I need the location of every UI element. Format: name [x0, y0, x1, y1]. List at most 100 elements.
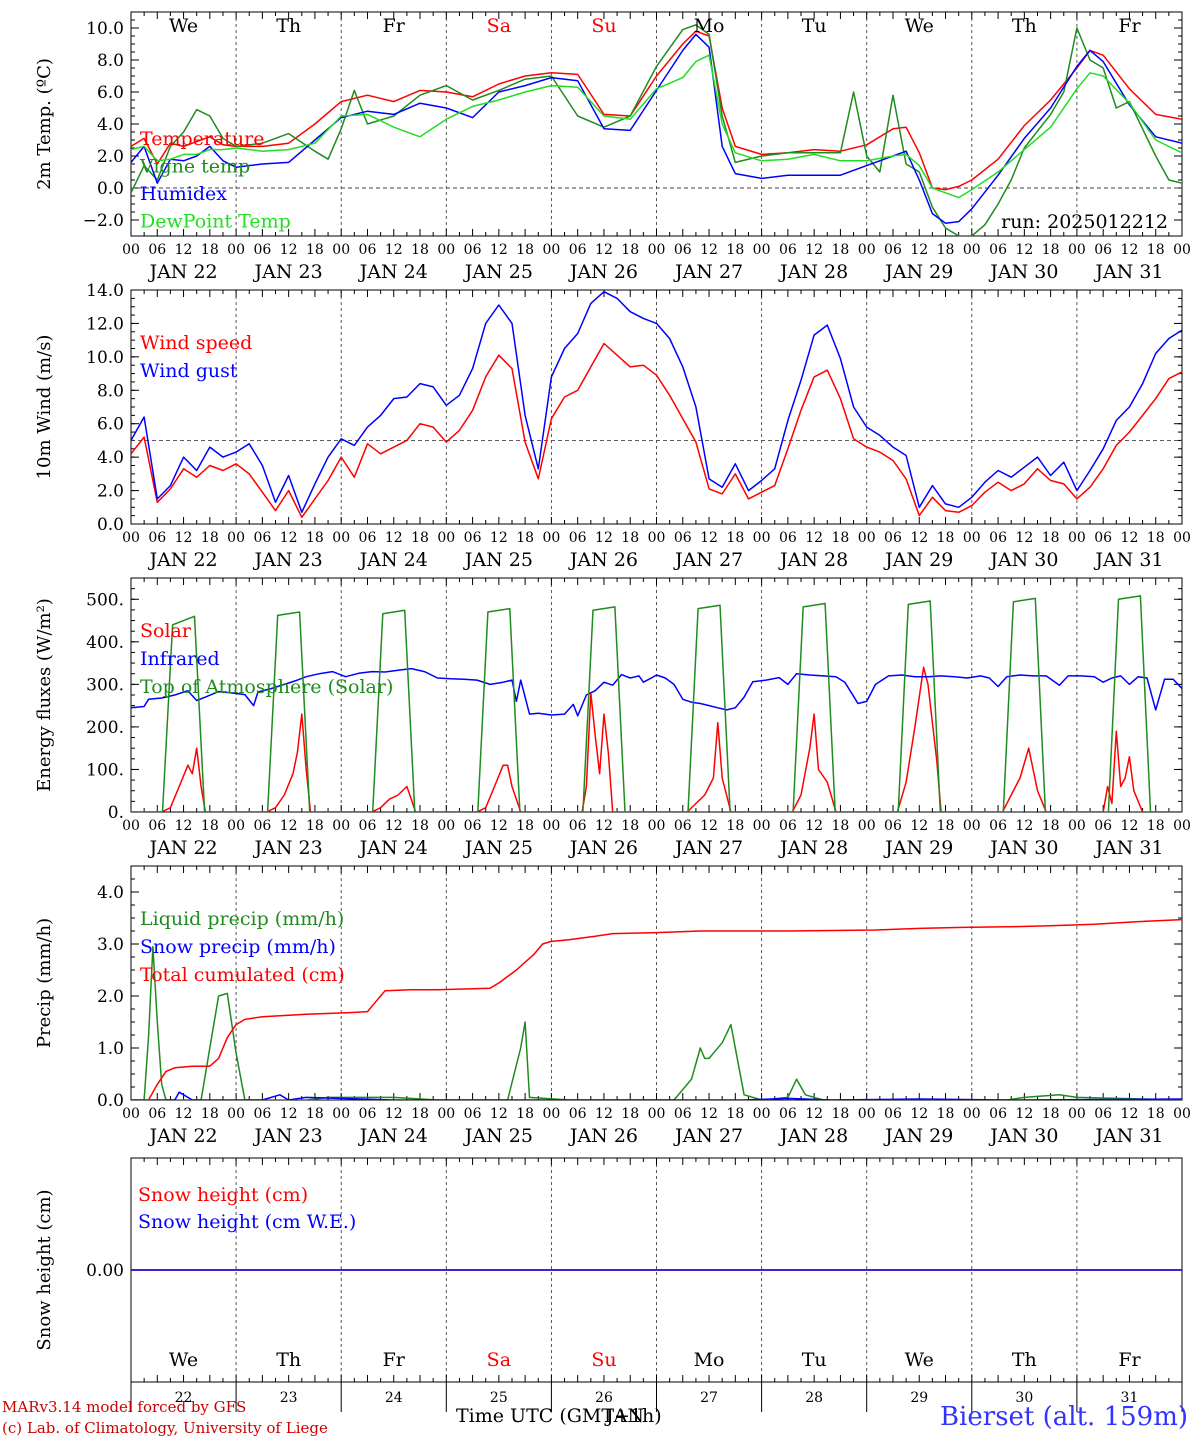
hour-label: 00: [858, 818, 876, 834]
day-number: 24: [385, 1390, 403, 1406]
weekday-label: Th: [276, 1349, 301, 1371]
date-label: JAN 23: [253, 261, 323, 283]
hour-label: 06: [359, 818, 377, 834]
hour-label: 18: [411, 530, 429, 546]
weekday-label: Tu: [802, 1349, 827, 1371]
weekday-label: Sa: [487, 15, 511, 37]
series-line-liquid-precip-mm-h-: [131, 945, 1182, 1100]
weekday-label: Su: [591, 15, 616, 37]
date-label: JAN 29: [883, 1125, 953, 1147]
date-label: JAN 23: [253, 1125, 323, 1147]
hour-label: 12: [280, 530, 298, 546]
y-tick-label: 8.0: [97, 381, 124, 401]
hour-label: 06: [1094, 242, 1112, 258]
date-label: JAN 27: [673, 837, 743, 859]
hour-label: 18: [201, 1106, 219, 1122]
hour-label: 00: [858, 242, 876, 258]
day-number: 22: [175, 1390, 193, 1406]
hour-label: 18: [201, 818, 219, 834]
series-line-wind-speed: [131, 342, 1182, 519]
series-group: [131, 24, 1182, 236]
date-label: JAN 26: [568, 1125, 638, 1147]
hour-label: 00: [648, 1106, 666, 1122]
series-line-snow-precip-mm-h-: [131, 1091, 1182, 1100]
date-label: JAN 28: [778, 261, 848, 283]
hour-label: 18: [1147, 242, 1165, 258]
hour-label: 00: [963, 530, 981, 546]
hour-label: 12: [1015, 1106, 1033, 1122]
panel-wind: 0.0 2.0 4.0 6.0 8.0 10.0 12.0 14.0 10m Wind (m/s…: [34, 281, 1191, 571]
hour-label: 06: [148, 242, 166, 258]
series-line-infrared: [131, 667, 1182, 717]
hour-label: 12: [805, 1106, 823, 1122]
hour-label: 00: [122, 530, 140, 546]
day-number: 25: [490, 1390, 508, 1406]
y-tick-label: 6.0: [97, 415, 124, 435]
run-label: run: 2025012212: [1001, 211, 1168, 233]
series-line-vigne-temp: [131, 24, 1182, 236]
hour-label: 06: [989, 1106, 1007, 1122]
weekday-label: Fr: [383, 15, 406, 37]
y-tick-label: 0.0: [97, 1091, 124, 1111]
plot-frame: [130, 11, 1183, 237]
y-tick-label: 0.00: [86, 1261, 124, 1281]
series-line-humidex: [131, 33, 1182, 224]
day-number: 29: [910, 1390, 928, 1406]
hour-label: 00: [1068, 818, 1086, 834]
date-label: JAN 29: [883, 261, 953, 283]
hour-label: 12: [1121, 1106, 1139, 1122]
weekday-label: Th: [276, 15, 301, 37]
hour-label: 00: [963, 242, 981, 258]
y-axis-title: Energy fluxes (W/m²): [34, 598, 55, 792]
date-label: JAN 26: [568, 549, 638, 571]
date-label: JAN 31: [1093, 1125, 1163, 1147]
hour-label: 06: [148, 530, 166, 546]
hour-label: 00: [1173, 242, 1191, 258]
hour-label: 00: [1173, 1106, 1191, 1122]
hour-label: 00: [1068, 530, 1086, 546]
hour-label: 06: [253, 818, 271, 834]
y-tick-label: 100.: [86, 760, 124, 780]
y-axis-title: 10m Wind (m/s): [34, 335, 55, 480]
date-label: JAN 22: [147, 549, 217, 571]
y-tick-label: 2.0: [97, 482, 124, 502]
hour-label: 00: [122, 1106, 140, 1122]
hour-label: 00: [227, 530, 245, 546]
date-label: JAN 30: [988, 837, 1058, 859]
hour-label: 00: [437, 1106, 455, 1122]
hour-label: 18: [832, 1106, 850, 1122]
hour-label: 12: [490, 1106, 508, 1122]
hour-label: 12: [280, 242, 298, 258]
series-line-solar: [131, 666, 1182, 812]
hour-label: 12: [700, 530, 718, 546]
weekday-label: Th: [1012, 1349, 1037, 1371]
y-tick-label: 10.0: [86, 19, 124, 39]
hour-label: 00: [753, 242, 771, 258]
hour-label: 12: [1015, 818, 1033, 834]
date-label: JAN 23: [253, 837, 323, 859]
hour-label: 00: [753, 1106, 771, 1122]
date-label: JAN 24: [358, 261, 428, 283]
hour-label: 12: [910, 530, 928, 546]
date-label: JAN 22: [147, 1125, 217, 1147]
hour-label: 06: [1094, 818, 1112, 834]
hour-label: 12: [175, 242, 193, 258]
weekday-label: Th: [1012, 15, 1037, 37]
credit-line-1: MARv3.14 model forced by GFS: [2, 1398, 247, 1416]
hour-label: 00: [227, 1106, 245, 1122]
date-label: JAN 24: [358, 549, 428, 571]
hour-label: 12: [910, 242, 928, 258]
hour-label: 00: [332, 530, 350, 546]
hour-label: 00: [542, 818, 560, 834]
hour-label: 18: [621, 1106, 639, 1122]
date-label: JAN 25: [463, 549, 533, 571]
hour-label: 12: [595, 818, 613, 834]
hour-label: 18: [832, 530, 850, 546]
y-tick-label: 12.0: [86, 314, 124, 334]
date-label: JAN 31: [1093, 261, 1163, 283]
hour-label: 00: [227, 242, 245, 258]
date-label: JAN 29: [883, 837, 953, 859]
hour-label: 06: [779, 818, 797, 834]
hour-label: 00: [332, 1106, 350, 1122]
panel-energy: 0. 100. 200. 300. 400. 500. Energy fluxes (W/m…: [34, 577, 1191, 859]
